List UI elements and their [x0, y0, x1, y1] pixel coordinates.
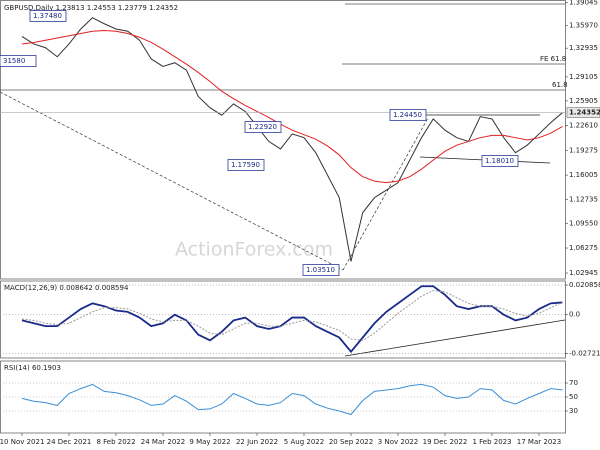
price-frame — [0, 0, 566, 280]
annotation-label: 1.18010 — [485, 157, 514, 165]
y-tick-label: 1.12735 — [569, 196, 598, 204]
series-line — [21, 29, 563, 184]
y-tick-label: -0.027213 — [569, 349, 600, 357]
y-tick-label: 30 — [569, 407, 578, 415]
level-label: FE 61.8 — [540, 55, 566, 63]
x-tick-label: 19 Dec 2022 — [423, 438, 468, 446]
y-tick-label: 1.35970 — [569, 21, 598, 29]
x-tick-label: 5 Aug 2022 — [284, 438, 324, 446]
x-tick-label: 17 Mar 2023 — [517, 438, 561, 446]
x-tick-label: 3 Nov 2022 — [378, 438, 418, 446]
series-line — [21, 383, 563, 416]
panel-title: GBPUSD,Daily 1.23813 1.24553 1.23779 1.2… — [4, 4, 178, 12]
y-tick-label: 1.22610 — [569, 122, 598, 130]
y-tick-label: 0.0 — [569, 311, 580, 319]
y-tick-label: 1.32935 — [569, 44, 598, 52]
y-tick-label: 1.02945 — [569, 269, 598, 277]
annotation-box — [29, 10, 67, 22]
annotation-box — [389, 109, 427, 121]
y-tick-label: 1.19275 — [569, 147, 598, 155]
series-line — [21, 285, 563, 354]
annotation-label: 1.22920 — [248, 123, 277, 131]
panel-title: MACD(12,26,9) 0.008642 0.008594 — [4, 284, 129, 292]
annotation-label: 1.03510 — [306, 266, 335, 274]
y-tick-label: 1.06275 — [569, 244, 598, 252]
y-tick-label: 1.25905 — [569, 97, 598, 105]
annotation-box — [244, 121, 282, 133]
annotation-box — [481, 155, 519, 167]
series-line — [21, 17, 563, 262]
y-tick-label: 1.39045 — [569, 0, 598, 6]
watermark: ActionForex.com — [175, 239, 333, 261]
x-tick-label: 10 Nov 2021 — [0, 438, 44, 446]
x-tick-label: 1 Feb 2023 — [472, 438, 511, 446]
x-tick-label: 8 Feb 2022 — [96, 438, 135, 446]
x-tick-label: 20 Sep 2022 — [329, 438, 373, 446]
x-tick-label: 22 Jun 2022 — [236, 438, 278, 446]
y-tick-label: 70 — [569, 379, 578, 387]
annotation-label: 1.17590 — [231, 161, 260, 169]
annotation-box — [302, 264, 340, 276]
last-price-label: 1.24352 — [569, 109, 600, 117]
x-tick-label: 24 Dec 2021 — [47, 438, 92, 446]
annotation-label: 1.37480 — [33, 12, 62, 20]
x-tick-label: 24 Mar 2022 — [141, 438, 185, 446]
series-line — [21, 290, 563, 341]
macd-trend-line — [344, 319, 566, 357]
x-tick-label: 9 May 2022 — [189, 438, 230, 446]
annotation-label: 31580 — [3, 57, 25, 65]
trend-line — [342, 117, 429, 271]
macd-frame — [0, 280, 566, 359]
panel-title: RSI(14) 60.1903 — [4, 364, 61, 372]
annotation-box — [227, 159, 265, 171]
level-label: 61.8 — [552, 81, 568, 89]
y-tick-label: 1.09550 — [569, 220, 598, 228]
annotation-label: 1.24450 — [393, 111, 422, 119]
last-price-box — [566, 107, 600, 118]
y-tick-label: 50 — [569, 393, 578, 401]
trend-line — [0, 91, 344, 271]
annotation-box — [0, 55, 37, 67]
y-tick-label: 1.29105 — [569, 73, 598, 81]
y-tick-label: 0.020858 — [569, 281, 600, 289]
y-tick-label: 1.16005 — [569, 171, 598, 179]
